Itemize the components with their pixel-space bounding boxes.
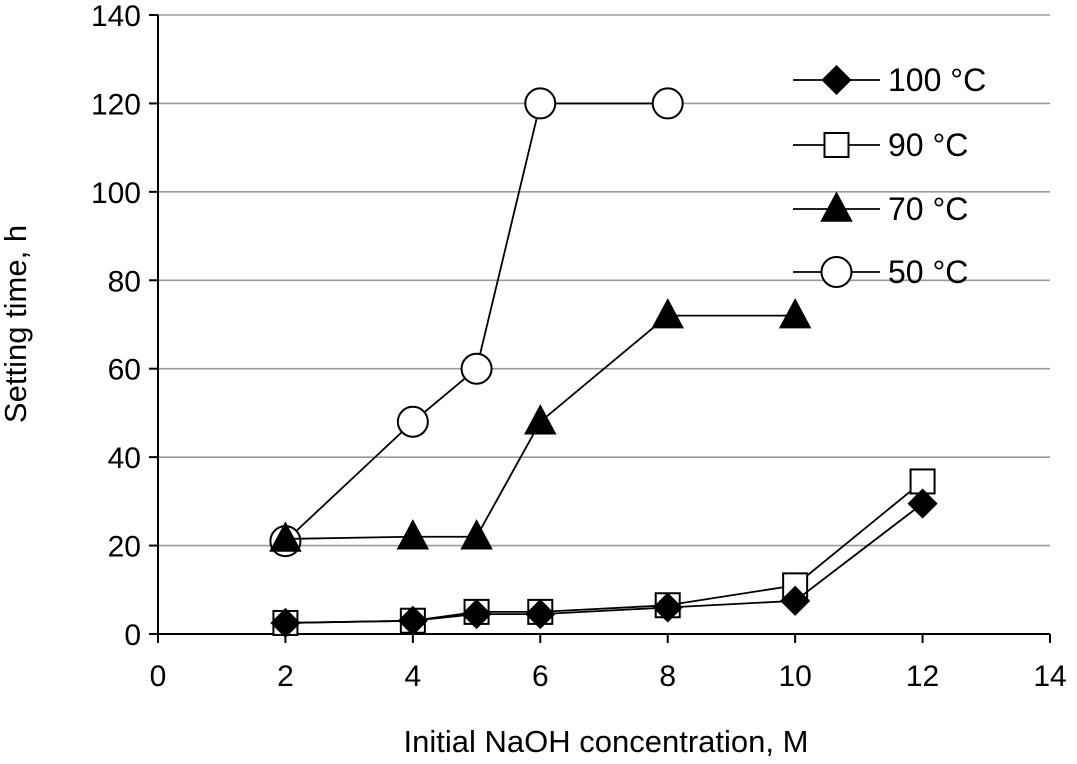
legend: 100 °C 90 °C 70 °C 50 °C <box>793 62 986 290</box>
x-tick-label-7: 14 <box>1033 660 1066 693</box>
legend-item-0: 100 °C <box>793 62 986 98</box>
y-tick-label-6: 120 <box>91 88 141 121</box>
legend-marker-3 <box>820 256 853 288</box>
data-point-s0-1 <box>397 605 428 636</box>
data-point-s2-2 <box>460 519 493 550</box>
data-point-s2-3 <box>524 404 557 435</box>
y-tick-label-1: 20 <box>108 531 141 564</box>
data-point-s2-4 <box>651 298 684 329</box>
data-point-s3-3 <box>524 87 557 120</box>
data-point-s0-5 <box>780 585 811 616</box>
series-line-0 <box>285 502 924 624</box>
axes: 0 20 40 60 80 100 120 140 0 2 4 6 8 10 12 14 <box>91 0 1067 693</box>
legend-item-3: 50 °C <box>793 254 968 290</box>
data-point-s0-2 <box>461 599 492 630</box>
y-axis-title: Setting time, h <box>0 225 33 423</box>
data-point-s2-1 <box>396 519 430 550</box>
x-tick-label-3: 6 <box>532 660 549 693</box>
data-point-s3-4 <box>651 87 684 120</box>
x-tick-label-1: 2 <box>277 660 294 693</box>
series-line-3 <box>284 102 668 542</box>
series-0 <box>270 488 938 639</box>
legend-item-1: 90 °C <box>793 127 968 163</box>
x-tick-label-5: 10 <box>778 660 811 693</box>
series-line-2 <box>285 314 796 540</box>
data-point-s0-0 <box>270 607 301 639</box>
x-tick-label-6: 12 <box>906 660 939 693</box>
x-tick-label-4: 8 <box>659 660 676 693</box>
legend-item-2: 70 °C <box>793 191 968 227</box>
data-point-s0-6 <box>907 488 938 519</box>
legend-label-2: 70 °C <box>888 191 968 227</box>
legend-label-0: 100 °C <box>888 62 986 98</box>
legend-marker-1 <box>823 132 850 158</box>
x-tick-label-0: 0 <box>150 660 167 693</box>
legend-label-3: 50 °C <box>888 254 968 290</box>
y-tick-label-0: 0 <box>124 619 141 652</box>
series-2 <box>269 298 812 552</box>
data-point-s2-0 <box>269 521 302 552</box>
y-tick-label-2: 40 <box>108 442 141 475</box>
y-tick-label-4: 80 <box>108 265 141 298</box>
data-point-s0-4 <box>652 592 683 623</box>
x-axis-title: Initial NaOH concentration, M <box>404 724 809 759</box>
data-point-s3-2 <box>460 352 493 385</box>
data-point-s3-1 <box>396 405 429 438</box>
x-tick-label-2: 4 <box>405 660 422 693</box>
y-tick-label-7: 140 <box>91 0 141 33</box>
data-point-s0-3 <box>525 599 556 630</box>
series-line-1 <box>285 480 924 624</box>
series-3 <box>269 87 684 558</box>
y-tick-label-3: 60 <box>108 354 141 387</box>
legend-label-1: 90 °C <box>888 127 968 163</box>
data-point-s2-5 <box>778 298 812 329</box>
y-tick-label-5: 100 <box>91 177 141 210</box>
series-layer <box>269 87 938 639</box>
legend-marker-0 <box>821 64 852 96</box>
legend-marker-2 <box>820 191 853 222</box>
